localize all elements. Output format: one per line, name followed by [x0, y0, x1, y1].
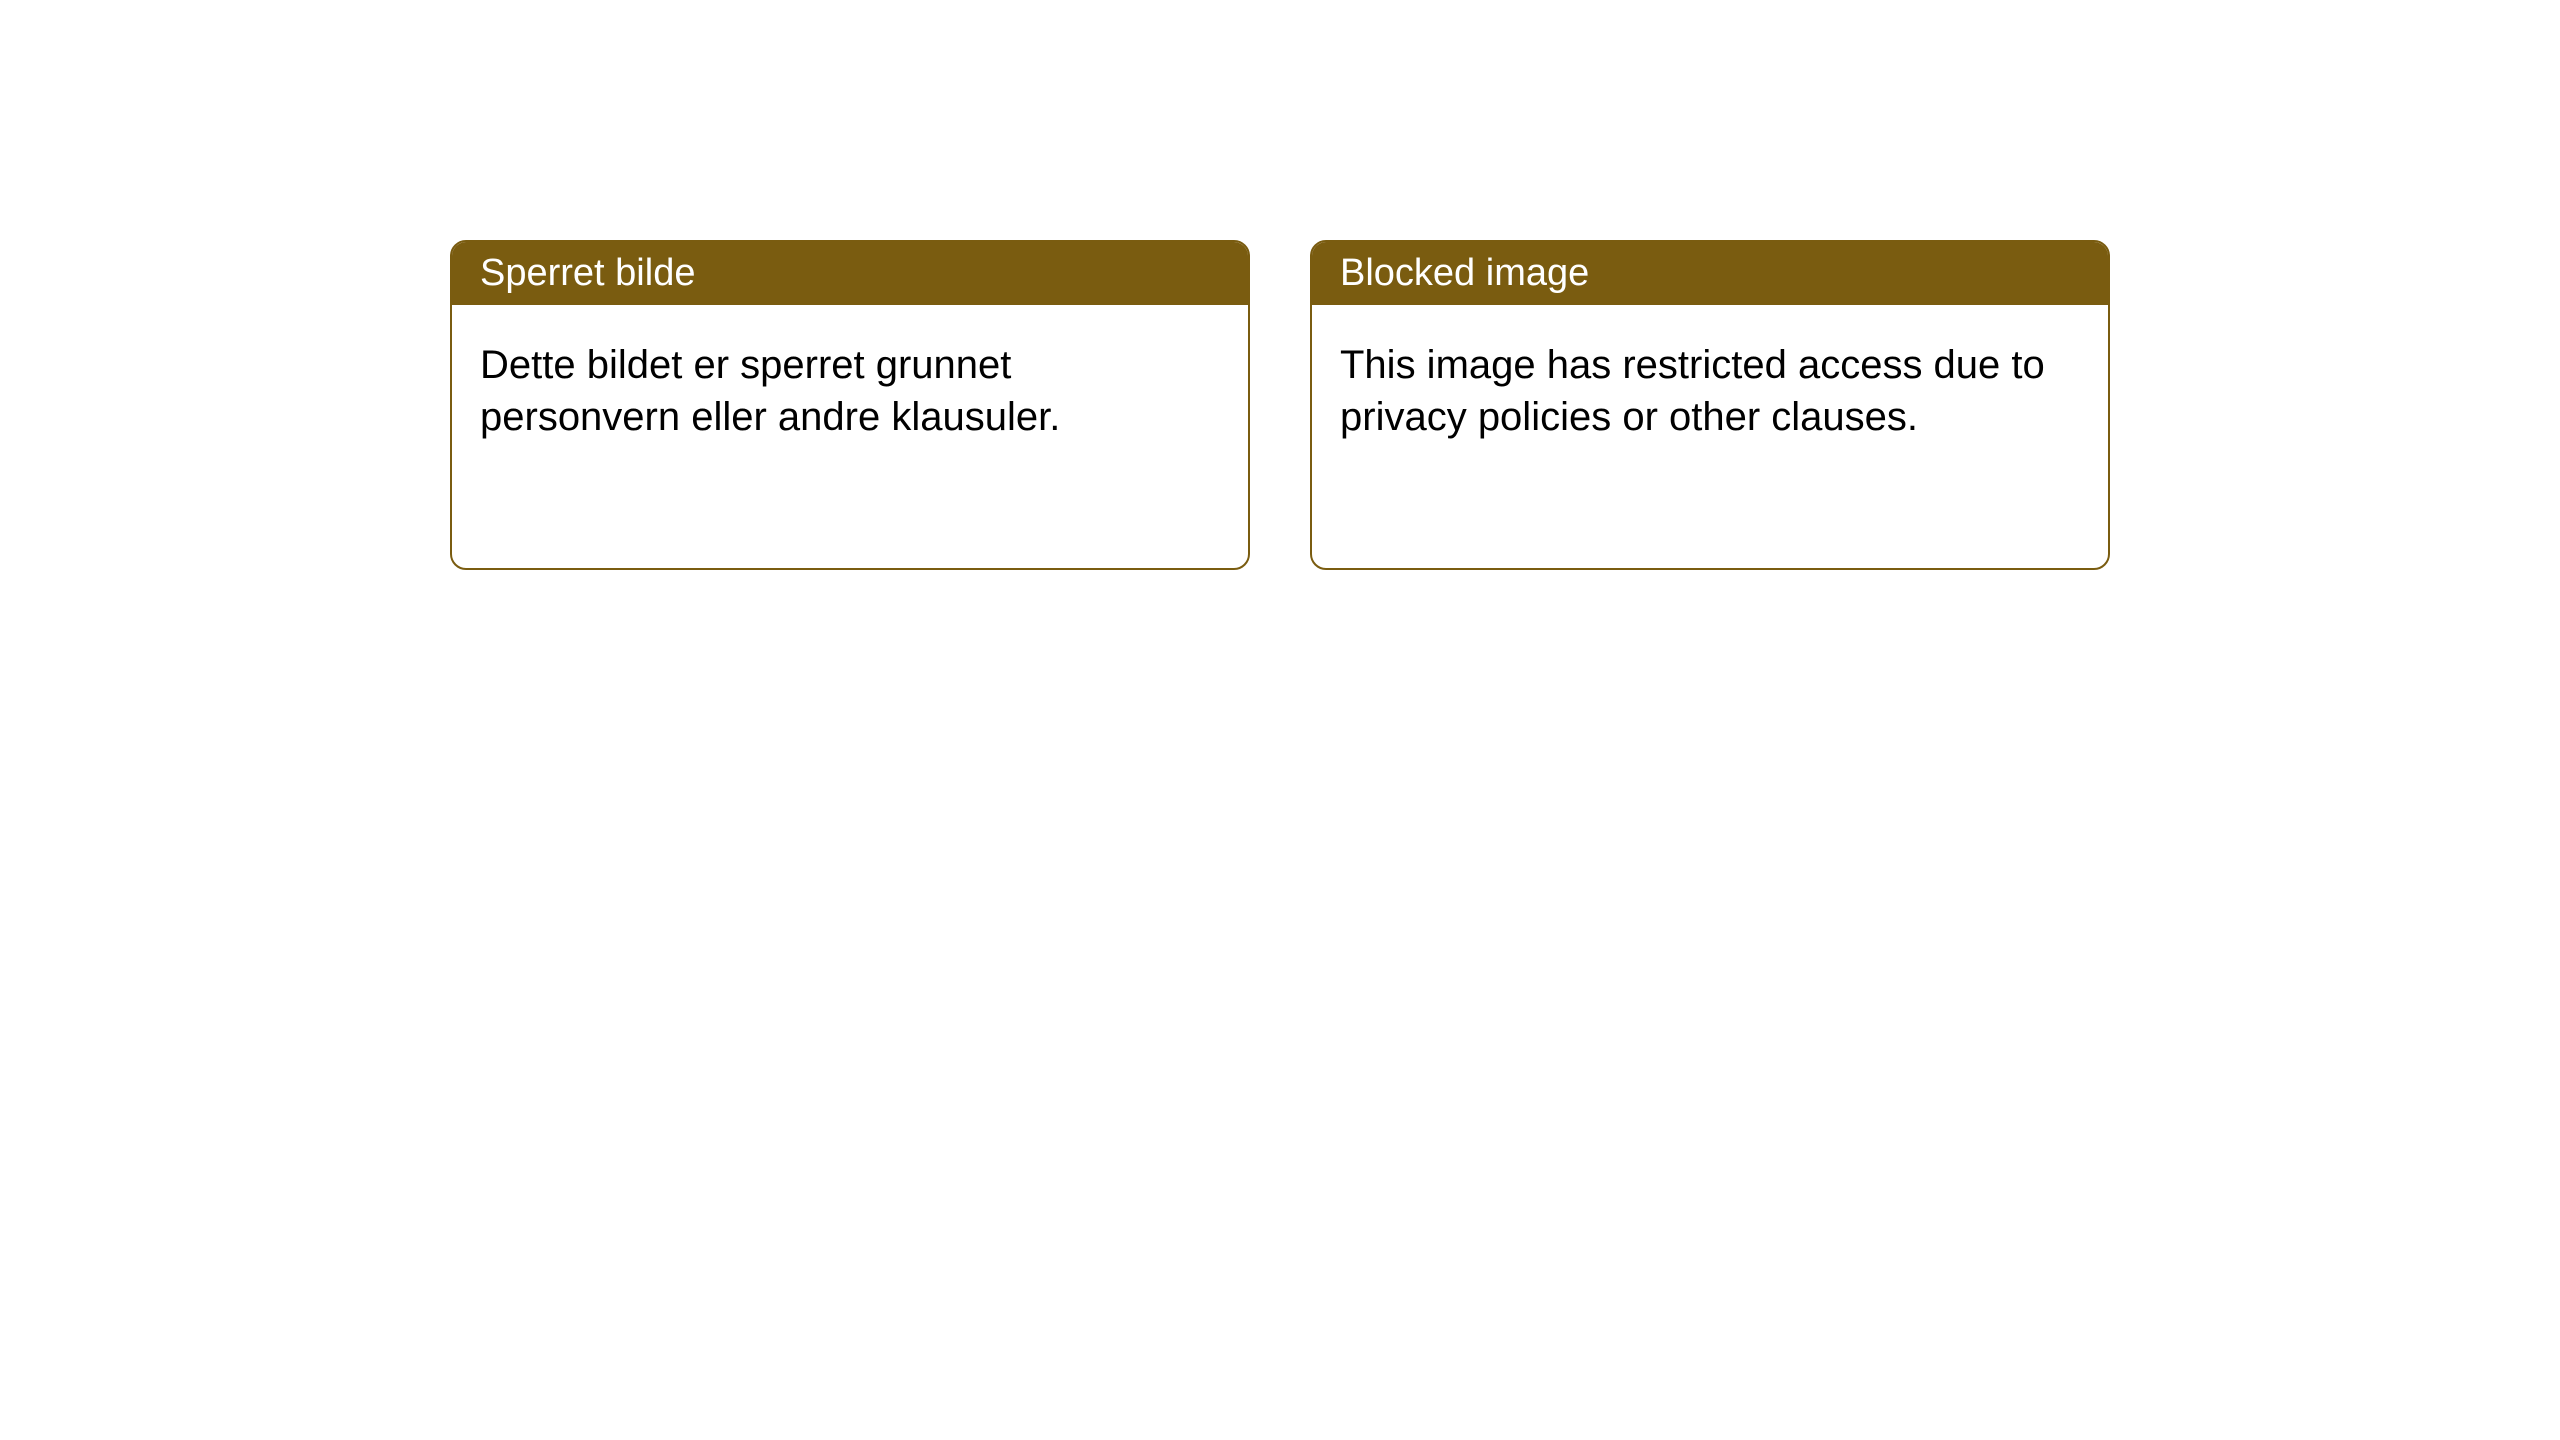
- cards-container: Sperret bilde Dette bildet er sperret gr…: [450, 240, 2110, 570]
- blocked-image-card-en: Blocked image This image has restricted …: [1310, 240, 2110, 570]
- card-title-en: Blocked image: [1340, 252, 1589, 294]
- card-text-en: This image has restricted access due to …: [1340, 343, 2045, 439]
- blocked-image-card-no: Sperret bilde Dette bildet er sperret gr…: [450, 240, 1250, 570]
- card-body-no: Dette bildet er sperret grunnet personve…: [452, 305, 1248, 477]
- card-header-no: Sperret bilde: [452, 242, 1248, 305]
- card-text-no: Dette bildet er sperret grunnet personve…: [480, 343, 1060, 439]
- card-body-en: This image has restricted access due to …: [1312, 305, 2108, 477]
- card-title-no: Sperret bilde: [480, 252, 695, 294]
- card-header-en: Blocked image: [1312, 242, 2108, 305]
